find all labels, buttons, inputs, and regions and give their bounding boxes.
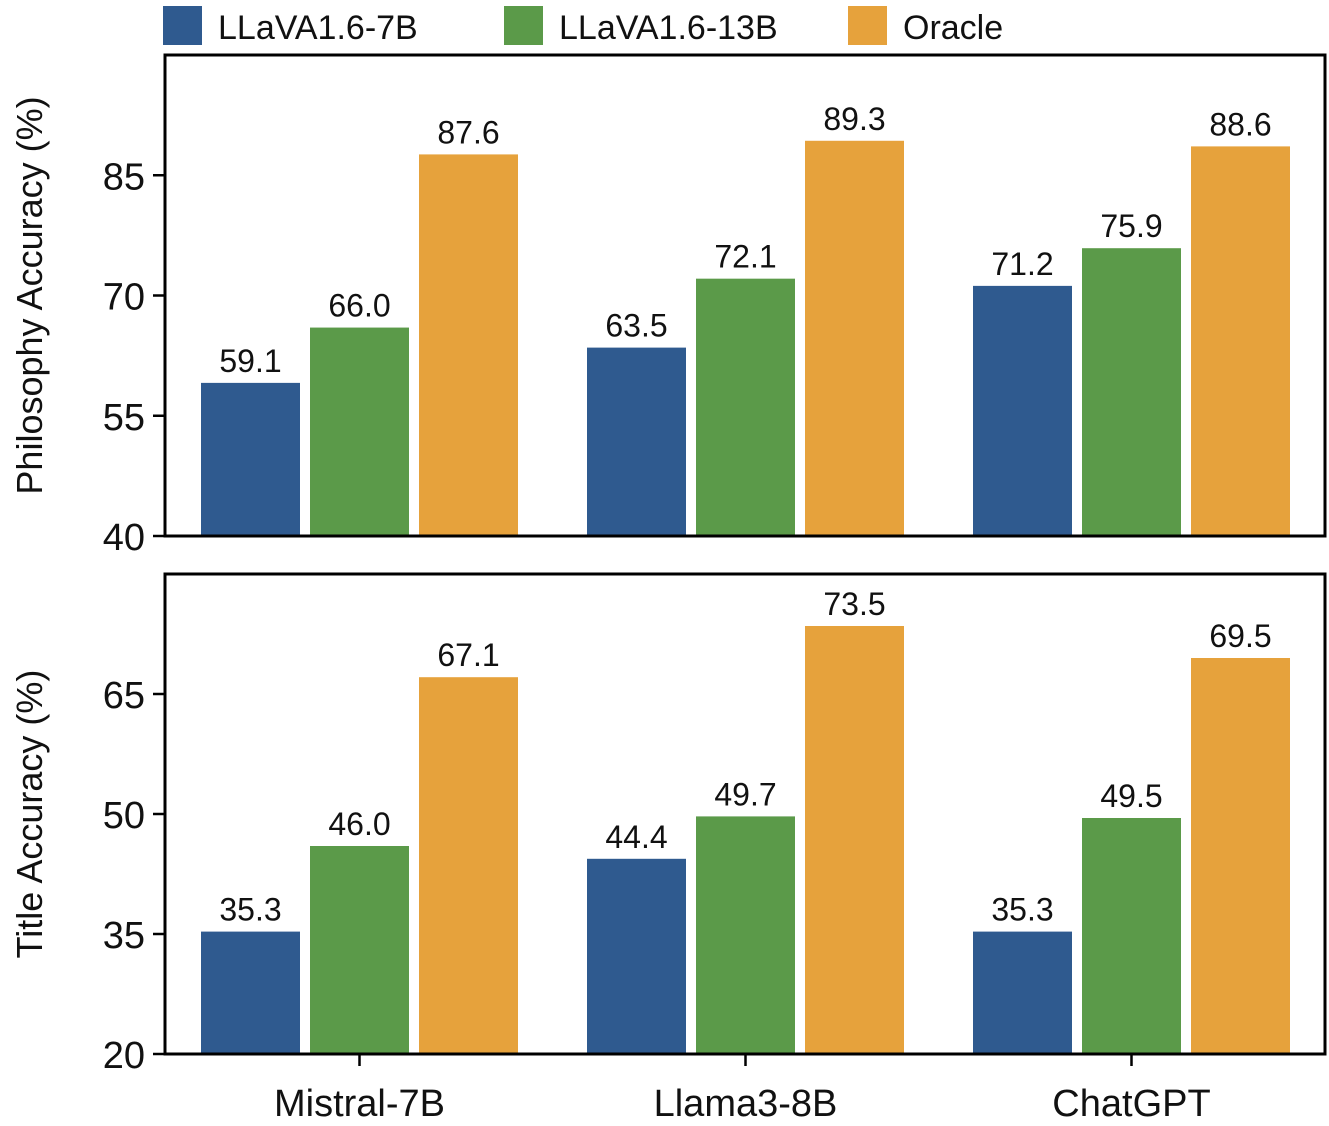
bar-llava1-6-13b-chatgpt xyxy=(1082,818,1181,1054)
bar-group-chatgpt: 35.3 49.5 69.5 xyxy=(973,618,1290,1054)
data-label: 71.2 xyxy=(991,246,1053,282)
data-label: 59.1 xyxy=(219,343,281,379)
x-tick-label-mistral-7b: Mistral-7B xyxy=(274,1083,445,1125)
legend-swatch xyxy=(163,6,202,45)
y-tick-label: 85 xyxy=(103,156,145,198)
data-label: 66.0 xyxy=(328,288,390,324)
bar-oracle-llama3-8b xyxy=(805,626,904,1054)
legend-label: LLaVA1.6-7B xyxy=(218,9,418,47)
y-axis-title: Title Accuracy (%) xyxy=(9,670,50,959)
legend-swatch xyxy=(848,6,887,45)
y-tick-label: 20 xyxy=(103,1035,145,1077)
legend-label: LLaVA1.6-13B xyxy=(559,9,778,47)
y-tick-label: 50 xyxy=(103,795,145,837)
data-label: 49.7 xyxy=(714,776,776,812)
data-label: 63.5 xyxy=(605,308,667,344)
x-tick-label-llama3-8b: Llama3-8B xyxy=(654,1083,838,1125)
bar-group-mistral-7b: 35.3 46.0 67.1 xyxy=(201,637,518,1054)
data-label: 67.1 xyxy=(437,637,499,673)
bar-llava1-6-13b-mistral-7b xyxy=(310,327,409,536)
data-label: 69.5 xyxy=(1209,618,1271,654)
legend: LLaVA1.6-7B LLaVA1.6-13B Oracle xyxy=(163,6,1003,47)
legend-item-oracle: Oracle xyxy=(848,6,1003,47)
legend-label: Oracle xyxy=(903,9,1003,47)
bar-oracle-chatgpt xyxy=(1191,146,1290,536)
y-tick-label: 35 xyxy=(103,915,145,957)
bar-oracle-chatgpt xyxy=(1191,658,1290,1054)
y-tick-label: 65 xyxy=(103,675,145,717)
data-label: 75.9 xyxy=(1100,208,1162,244)
title-accuracy-panel: 35.3 46.0 67.1 44.4 49.7 73.5 35.3 49.5 69.5 20 35… xyxy=(9,572,1327,1077)
bar-llava1-6-13b-llama3-8b xyxy=(696,816,795,1054)
legend-swatch xyxy=(504,6,543,45)
data-label: 35.3 xyxy=(991,892,1053,928)
bar-group-llama3-8b: 63.5 72.1 89.3 xyxy=(587,101,904,537)
bar-llava1-6-7b-mistral-7b xyxy=(201,382,300,536)
data-label: 88.6 xyxy=(1209,106,1271,142)
philosophy-accuracy-panel: 59.1 66.0 87.6 63.5 72.1 89.3 71.2 75.9 88.6 40 55… xyxy=(9,53,1327,559)
y-tick-label: 70 xyxy=(103,277,145,319)
data-label: 89.3 xyxy=(823,101,885,137)
bar-llava1-6-13b-chatgpt xyxy=(1082,248,1181,536)
legend-item-llava1-6-13b: LLaVA1.6-13B xyxy=(504,6,778,47)
x-tick-label-chatgpt: ChatGPT xyxy=(1052,1083,1210,1125)
bar-group-mistral-7b: 59.1 66.0 87.6 xyxy=(201,114,518,536)
bar-oracle-mistral-7b xyxy=(419,154,518,536)
bar-llava1-6-7b-mistral-7b xyxy=(201,931,300,1054)
y-tick-label: 40 xyxy=(103,517,145,559)
data-label: 73.5 xyxy=(823,586,885,622)
y-axis-title: Philosophy Accuracy (%) xyxy=(9,96,50,494)
legend-item-llava1-6-7b: LLaVA1.6-7B xyxy=(163,6,418,47)
data-label: 87.6 xyxy=(437,114,499,150)
data-label: 49.5 xyxy=(1100,778,1162,814)
bar-group-chatgpt: 71.2 75.9 88.6 xyxy=(973,106,1290,536)
data-label: 72.1 xyxy=(714,239,776,275)
bar-llava1-6-7b-llama3-8b xyxy=(587,858,686,1054)
data-label: 35.3 xyxy=(219,892,281,928)
y-tick-label: 55 xyxy=(103,397,145,439)
bar-group-llama3-8b: 44.4 49.7 73.5 xyxy=(587,586,904,1054)
bar-llava1-6-13b-llama3-8b xyxy=(696,278,795,536)
bar-llava1-6-7b-chatgpt xyxy=(973,931,1072,1054)
category-axis: Mistral-7B Llama3-8B ChatGPT xyxy=(274,1054,1211,1125)
data-label: 46.0 xyxy=(328,806,390,842)
bar-llava1-6-7b-llama3-8b xyxy=(587,347,686,536)
data-label: 44.4 xyxy=(605,819,667,855)
bar-oracle-llama3-8b xyxy=(805,140,904,537)
bar-llava1-6-7b-chatgpt xyxy=(973,285,1072,536)
bar-oracle-mistral-7b xyxy=(419,677,518,1054)
bar-llava1-6-13b-mistral-7b xyxy=(310,846,409,1054)
